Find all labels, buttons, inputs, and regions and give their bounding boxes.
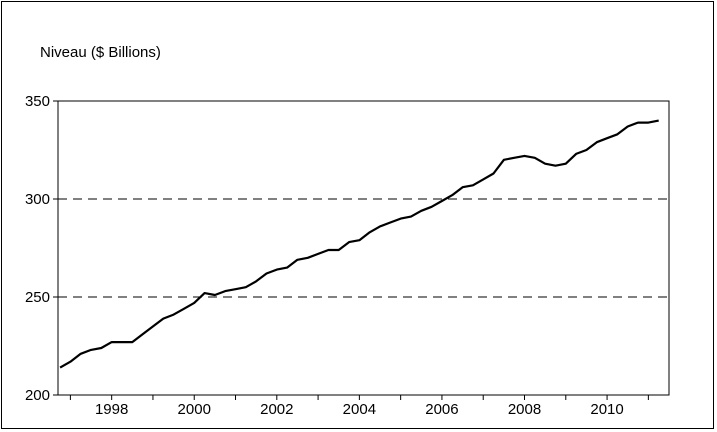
y-tick-label: 200	[25, 387, 50, 404]
y-tick-label: 300	[25, 191, 50, 208]
x-tick-label: 2008	[508, 401, 541, 418]
y-axis-label: Niveau ($ Billions)	[40, 44, 161, 61]
x-tick-label: 2010	[590, 401, 623, 418]
x-tick-label: 2002	[260, 401, 293, 418]
x-tick-label: 1998	[95, 401, 128, 418]
y-tick-label: 350	[25, 93, 50, 110]
y-tick-label: 250	[25, 289, 50, 306]
series-line	[59, 119, 659, 369]
x-tick-label: 2004	[343, 401, 376, 418]
plot-area	[57, 100, 670, 396]
x-tick-label: 2006	[425, 401, 458, 418]
x-tick-label: 2000	[178, 401, 211, 418]
